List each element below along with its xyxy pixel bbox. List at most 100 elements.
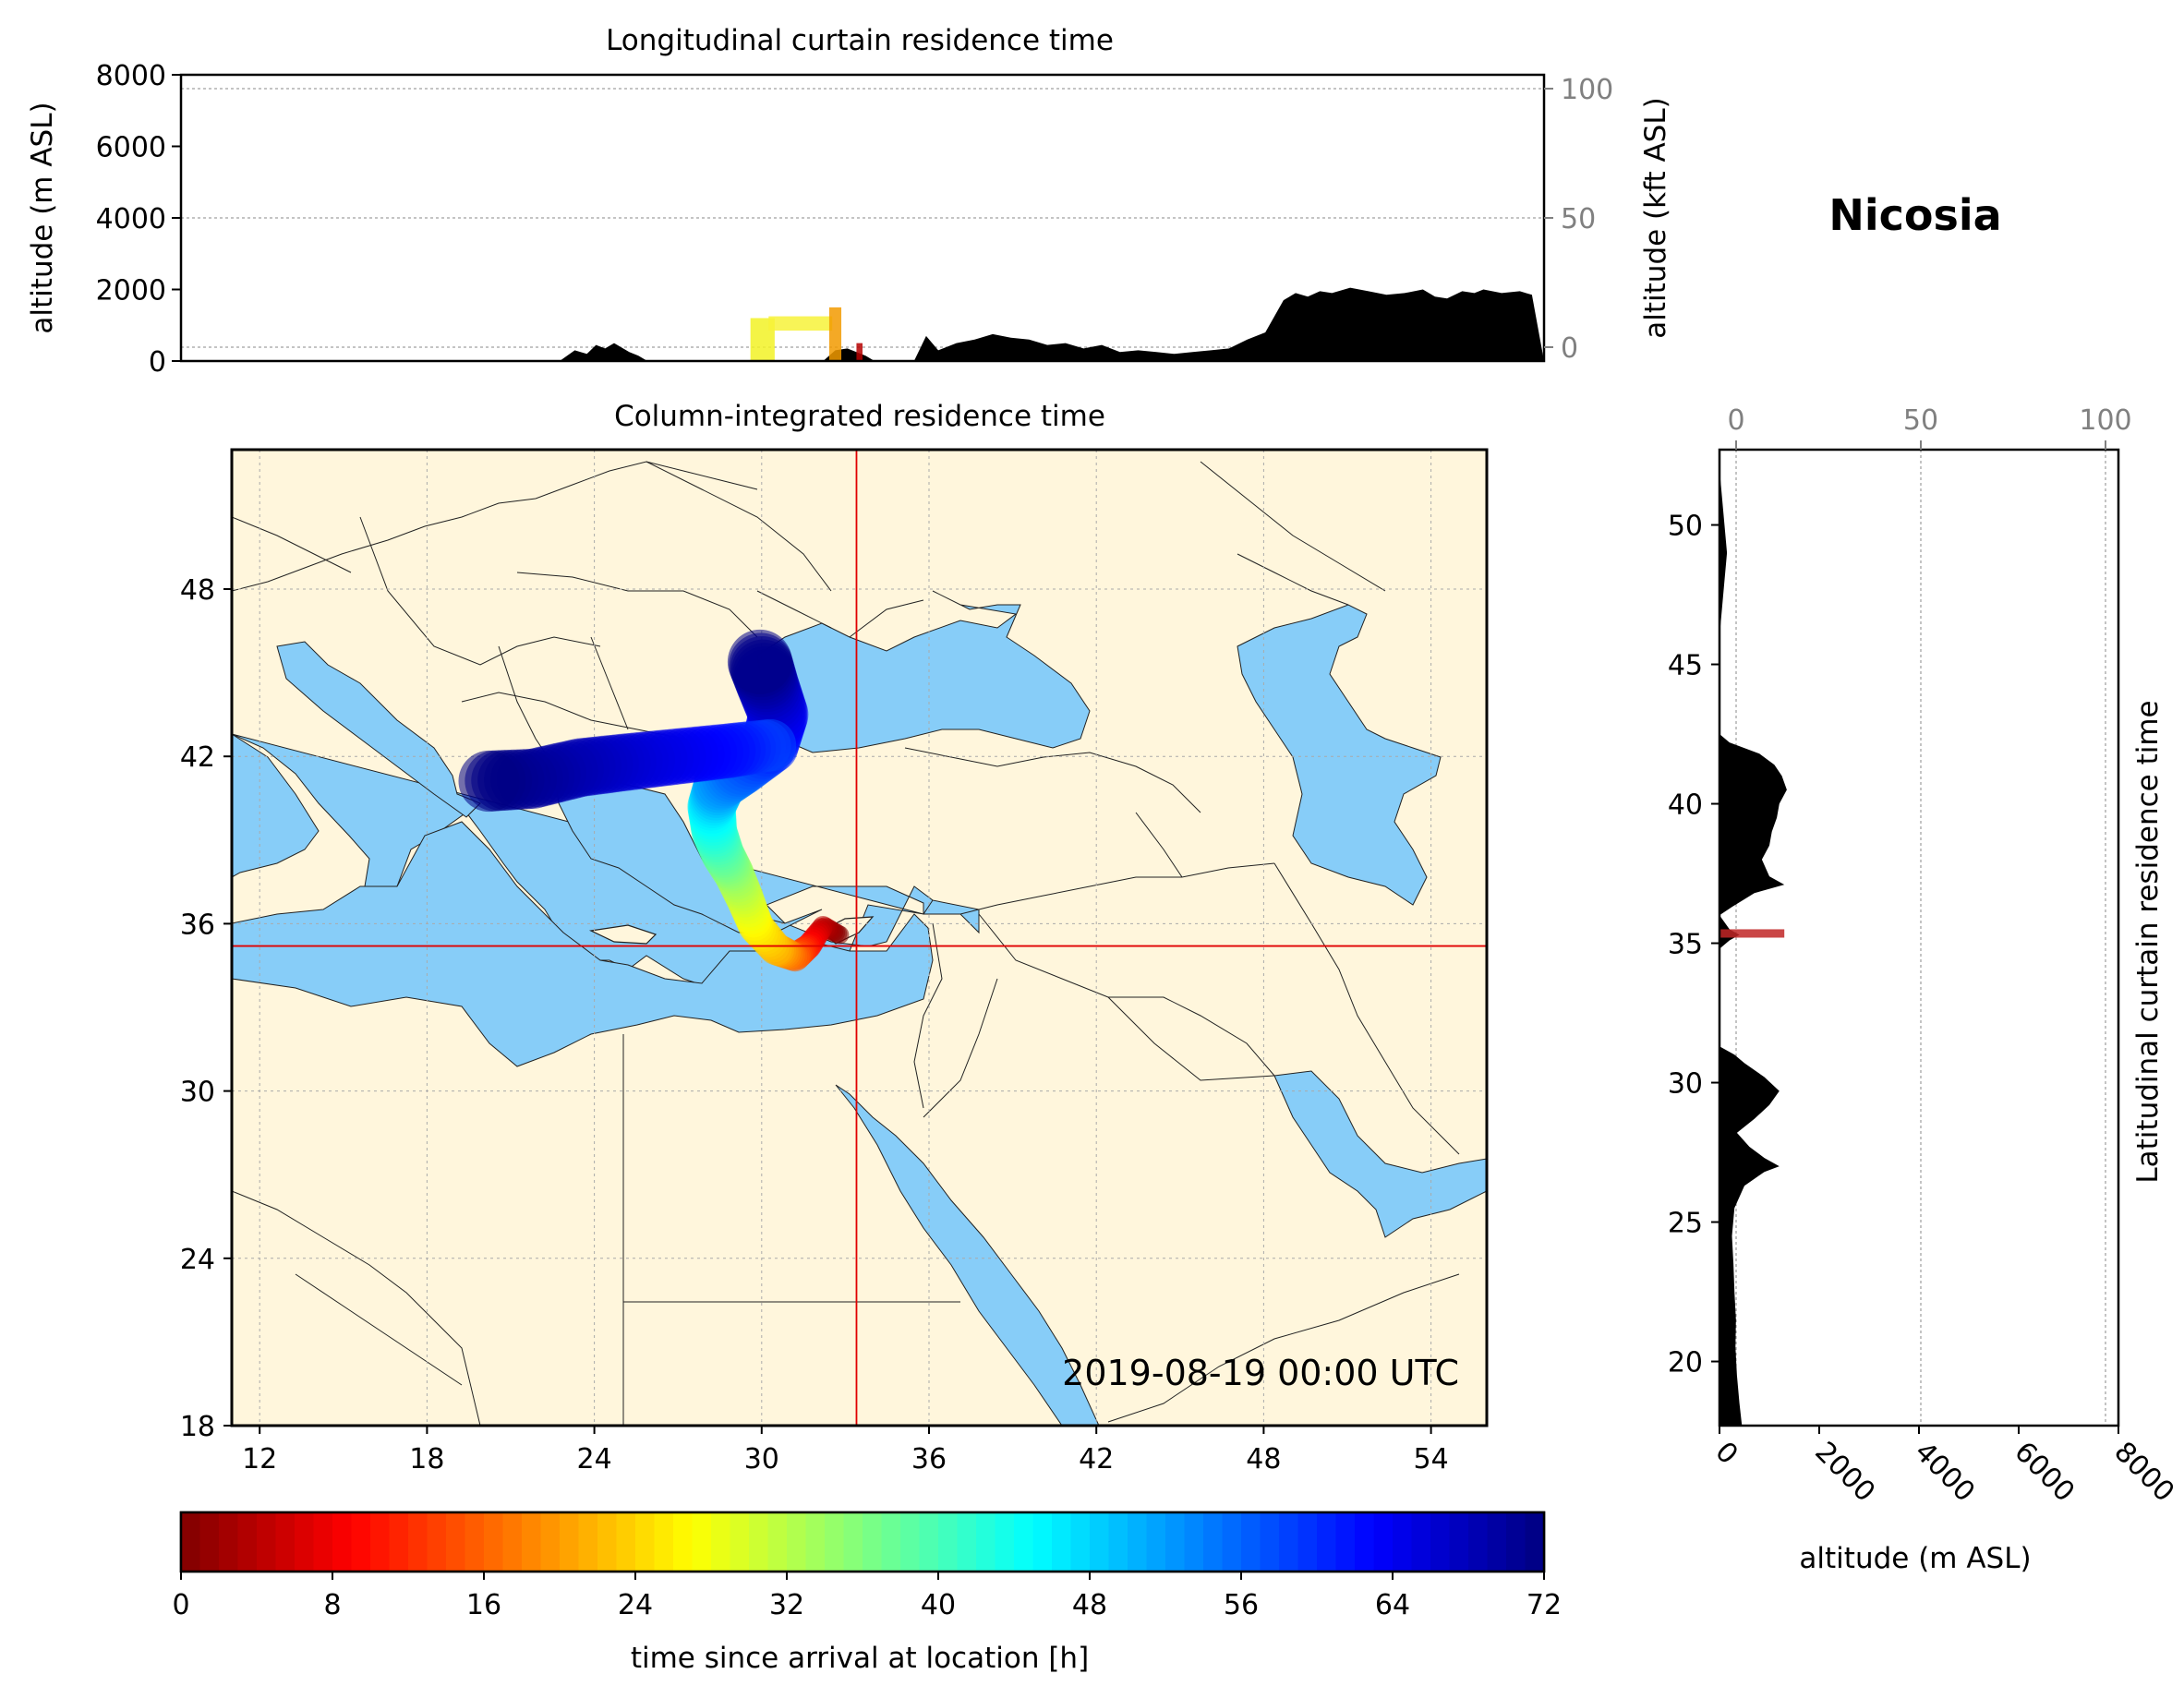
colorbar-tick-label: 64 — [1375, 1589, 1410, 1621]
side-xtick-label: 2000 — [1808, 1436, 1881, 1509]
colorbar-step — [1222, 1512, 1242, 1572]
colorbar-step — [1203, 1512, 1224, 1572]
colorbar-step — [1506, 1512, 1526, 1572]
side-plume-marks — [1719, 929, 1785, 938]
map-ytick-label: 42 — [180, 741, 215, 774]
black-sea — [756, 590, 1091, 753]
plume-point — [458, 750, 520, 813]
colorbar-step — [1014, 1512, 1034, 1572]
colorbar-step — [1411, 1512, 1431, 1572]
top-plume-bar — [828, 307, 842, 361]
top-ytick-label: 4000 — [96, 203, 166, 235]
colorbar-step — [1317, 1512, 1337, 1572]
side-title: Latitudinal curtain residence time — [2131, 700, 2165, 1183]
colorbar-step — [919, 1512, 939, 1572]
map-longitude-ticks: 12 18 24 30 36 42 48 54 — [242, 1426, 1449, 1475]
mediterranean-south — [232, 821, 934, 1067]
colorbar-tick-label: 40 — [921, 1589, 956, 1621]
colorbar-step — [1070, 1512, 1091, 1572]
map-xtick-label: 54 — [1414, 1443, 1449, 1475]
colorbar-step — [616, 1512, 636, 1572]
side-terrain-area — [1719, 450, 1787, 1426]
colorbar-tick-label: 48 — [1072, 1589, 1107, 1621]
map-gridlines — [232, 450, 1487, 1426]
colorbar-step — [1165, 1512, 1186, 1572]
colorbar-tick-label: 16 — [466, 1589, 501, 1621]
colorbar: 0 8 16 24 32 40 48 56 64 72 time since arrival at… — [172, 1511, 1562, 1675]
side-xtick-label: 8000 — [2107, 1436, 2180, 1509]
colorbar-step — [1487, 1512, 1507, 1572]
tyrrhenian-sea — [232, 733, 320, 878]
side-toptick-label: 0 — [1727, 404, 1744, 437]
crete-island — [588, 924, 658, 945]
side-ytick-label: 50 — [1668, 511, 1703, 543]
timestamp-label: 2019-08-19 00:00 UTC — [1062, 1353, 1459, 1393]
colorbar-step — [1241, 1512, 1261, 1572]
colorbar-step — [1449, 1512, 1469, 1572]
colorbar-step — [900, 1512, 921, 1572]
colorbar-step — [635, 1512, 656, 1572]
persian-gulf — [1273, 1070, 1487, 1238]
colorbar-step — [995, 1512, 1015, 1572]
top-ytick-label: 2000 — [96, 275, 166, 307]
top-panel-title: Longitudinal curtain residence time — [606, 24, 1114, 57]
colorbar-ticks: 0 8 16 24 32 40 48 56 64 72 — [172, 1572, 1562, 1621]
side-altitude-ticks: 0 2000 4000 6000 8000 — [1708, 1426, 2180, 1509]
top-plume-marks — [750, 307, 863, 361]
map-xtick-label: 18 — [409, 1443, 444, 1475]
top-right-y-ticks: 0 50 100 — [1544, 74, 1613, 365]
colorbar-step — [787, 1512, 807, 1572]
colorbar-outline — [179, 1511, 1546, 1573]
colorbar-tick-label: 8 — [323, 1589, 341, 1621]
column-integrated-map-panel: Column-integrated residence time — [180, 400, 1489, 1475]
colorbar-step — [1052, 1512, 1072, 1572]
colorbar-step — [1335, 1512, 1356, 1572]
top-ytick-label: 8000 — [96, 60, 166, 92]
colorbar-step — [711, 1512, 731, 1572]
colorbar-step — [863, 1512, 883, 1572]
colorbar-tick-label: 72 — [1526, 1589, 1562, 1621]
colorbar-step — [805, 1512, 826, 1572]
colorbar-step — [446, 1512, 466, 1572]
colorbar-step — [767, 1512, 788, 1572]
map-latitude-ticks: 18 24 30 36 42 48 — [180, 574, 232, 1443]
colorbar-step — [578, 1512, 598, 1572]
top-rtick-label: 0 — [1561, 332, 1578, 365]
top-terrain-shape — [560, 287, 1544, 361]
top-plume-bar — [768, 316, 833, 331]
colorbar-step — [199, 1512, 220, 1572]
colorbar-step — [825, 1512, 845, 1572]
colorbar-tick-label: 56 — [1224, 1589, 1259, 1621]
colorbar-step — [1525, 1512, 1545, 1572]
colorbar-step — [257, 1512, 277, 1572]
map-xtick-label: 36 — [911, 1443, 947, 1475]
colorbar-tick-label: 32 — [769, 1589, 804, 1621]
colorbar-step — [749, 1512, 769, 1572]
colorbar-step — [1430, 1512, 1451, 1572]
colorbar-step — [654, 1512, 674, 1572]
colorbar-step — [1279, 1512, 1299, 1572]
colorbar-step — [1373, 1512, 1394, 1572]
map-ytick-label: 48 — [180, 574, 215, 607]
map-ytick-label: 30 — [180, 1077, 215, 1109]
map-xtick-label: 48 — [1246, 1443, 1281, 1475]
colorbar-step — [332, 1512, 353, 1572]
colorbar-step — [181, 1512, 201, 1572]
colorbar-step — [560, 1512, 580, 1572]
colorbar-step — [484, 1512, 504, 1572]
colorbar-steps — [179, 1511, 1546, 1573]
top-ytick-label: 0 — [149, 346, 166, 379]
top-rtick-label: 100 — [1561, 74, 1613, 106]
colorbar-step — [1260, 1512, 1280, 1572]
side-plume-bar — [1719, 929, 1785, 938]
side-xlabel: altitude (m ASL) — [1799, 1542, 2031, 1575]
caspian-sea — [1237, 604, 1442, 906]
map-xtick-label: 12 — [242, 1443, 277, 1475]
map-xtick-label: 42 — [1079, 1443, 1114, 1475]
colorbar-step — [275, 1512, 296, 1572]
red-sea — [835, 1084, 1100, 1426]
top-left-y-ticks: 0 2000 4000 6000 8000 — [96, 60, 181, 379]
location-title: Nicosia — [1828, 190, 2001, 240]
colorbar-step — [1297, 1512, 1318, 1572]
